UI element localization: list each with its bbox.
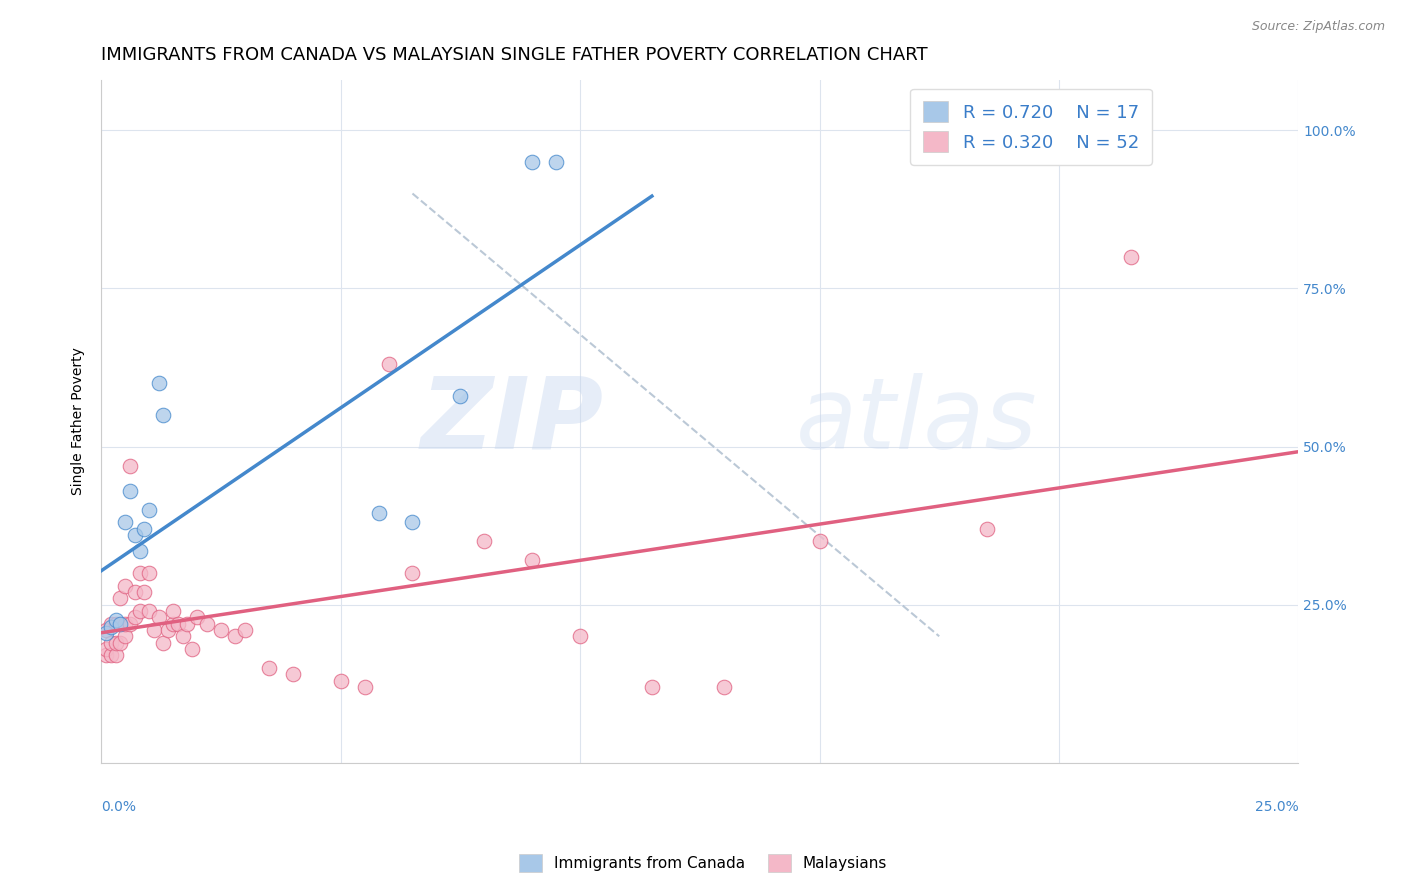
Point [209, 623, 232, 637]
Point [353, 680, 375, 694]
Point [100, 648, 122, 663]
Point [110, 591, 132, 606]
Point [195, 616, 218, 631]
Text: ZIP: ZIP [420, 373, 605, 470]
Point [94, 623, 117, 637]
Point [100, 620, 122, 634]
Text: atlas: atlas [796, 373, 1038, 470]
Point [94, 626, 117, 640]
Point [114, 616, 136, 631]
Point [401, 566, 423, 580]
Point [100, 616, 122, 631]
Text: 0.0%: 0.0% [101, 800, 136, 814]
Point [449, 389, 471, 403]
Point [128, 544, 150, 558]
Point [124, 610, 146, 624]
Point [104, 648, 127, 663]
Point [138, 566, 160, 580]
Point [377, 357, 399, 371]
Point [118, 458, 141, 473]
Text: 25.0%: 25.0% [1254, 800, 1298, 814]
Point [114, 516, 136, 530]
Legend: R = 0.720    N = 17, R = 0.320    N = 52: R = 0.720 N = 17, R = 0.320 N = 52 [911, 88, 1152, 165]
Point [118, 483, 141, 498]
Point [522, 553, 544, 567]
Point [94, 642, 117, 657]
Point [162, 616, 184, 631]
Point [128, 604, 150, 618]
Point [124, 585, 146, 599]
Point [641, 680, 664, 694]
Point [124, 528, 146, 542]
Point [118, 616, 141, 631]
Point [472, 534, 495, 549]
Y-axis label: Single Father Poverty: Single Father Poverty [72, 347, 86, 495]
Point [546, 154, 568, 169]
Point [138, 604, 160, 618]
Point [166, 616, 188, 631]
Point [281, 667, 304, 681]
Point [257, 661, 280, 675]
Point [128, 566, 150, 580]
Point [181, 642, 204, 657]
Point [157, 623, 180, 637]
Point [104, 635, 127, 649]
Point [152, 408, 174, 422]
Point [100, 635, 122, 649]
Point [152, 635, 174, 649]
Point [114, 579, 136, 593]
Point [176, 616, 198, 631]
Point [1119, 250, 1142, 264]
Point [808, 534, 831, 549]
Point [104, 616, 127, 631]
Text: Source: ZipAtlas.com: Source: ZipAtlas.com [1251, 20, 1385, 33]
Point [569, 629, 592, 643]
Point [110, 616, 132, 631]
Point [172, 629, 194, 643]
Point [522, 154, 544, 169]
Point [713, 680, 735, 694]
Point [233, 623, 256, 637]
Point [110, 635, 132, 649]
Point [329, 673, 352, 688]
Point [142, 623, 165, 637]
Point [401, 516, 423, 530]
Point [162, 604, 184, 618]
Point [148, 376, 170, 391]
Legend: Immigrants from Canada, Malaysians: Immigrants from Canada, Malaysians [510, 846, 896, 880]
Point [114, 629, 136, 643]
Point [134, 585, 156, 599]
Point [94, 648, 117, 663]
Point [368, 506, 391, 520]
Point [976, 522, 998, 536]
Point [134, 522, 156, 536]
Text: IMMIGRANTS FROM CANADA VS MALAYSIAN SINGLE FATHER POVERTY CORRELATION CHART: IMMIGRANTS FROM CANADA VS MALAYSIAN SING… [101, 46, 928, 64]
Point [224, 629, 246, 643]
Point [186, 610, 208, 624]
Point [138, 502, 160, 516]
Point [148, 610, 170, 624]
Point [104, 614, 127, 628]
